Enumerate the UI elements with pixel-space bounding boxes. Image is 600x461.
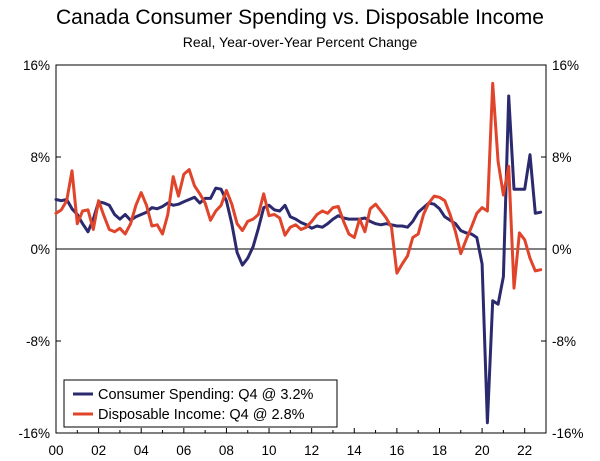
- x-tick-label: 02: [91, 443, 106, 458]
- x-tick-label: 20: [475, 443, 490, 458]
- chart-title: Canada Consumer Spending vs. Disposable …: [56, 6, 544, 29]
- disposable-income-line: [54, 81, 543, 290]
- y-tick-label-right: 16%: [552, 58, 579, 73]
- y-tick-label-left: 8%: [30, 150, 50, 165]
- x-tick-label: 10: [262, 443, 277, 458]
- x-tick-label: 16: [389, 443, 404, 458]
- x-tick-label: 08: [219, 443, 234, 458]
- y-tick-label-right: 0%: [552, 242, 572, 257]
- consumer-spending-line: [54, 94, 543, 425]
- y-tick-label-left: 16%: [23, 58, 50, 73]
- y-tick-label-left: 0%: [30, 242, 50, 257]
- y-tick-label-left: -16%: [18, 426, 50, 441]
- x-tick-label: 14: [347, 443, 363, 458]
- chart-subtitle: Real, Year-over-Year Percent Change: [182, 34, 418, 50]
- y-tick-label-right: -16%: [552, 426, 584, 441]
- legend: Consumer Spending: Q4 @ 3.2% Disposable …: [63, 379, 338, 428]
- y-tick-label-right: 8%: [552, 150, 572, 165]
- x-tick-label: 18: [432, 443, 447, 458]
- y-tick-label-left: -8%: [26, 334, 50, 349]
- x-tick-label: 06: [176, 443, 191, 458]
- legend-label-consumer-spending: Consumer Spending: Q4 @ 3.2%: [98, 387, 314, 403]
- x-tick-label: 12: [304, 443, 319, 458]
- y-tick-label-right: -8%: [552, 334, 576, 349]
- legend-box: [63, 379, 338, 428]
- x-tick-label: 04: [134, 443, 150, 458]
- legend-label-disposable-income: Disposable Income: Q4 @ 2.8%: [98, 407, 305, 423]
- x-tick-label: 22: [517, 443, 532, 458]
- x-tick-label: 00: [48, 443, 63, 458]
